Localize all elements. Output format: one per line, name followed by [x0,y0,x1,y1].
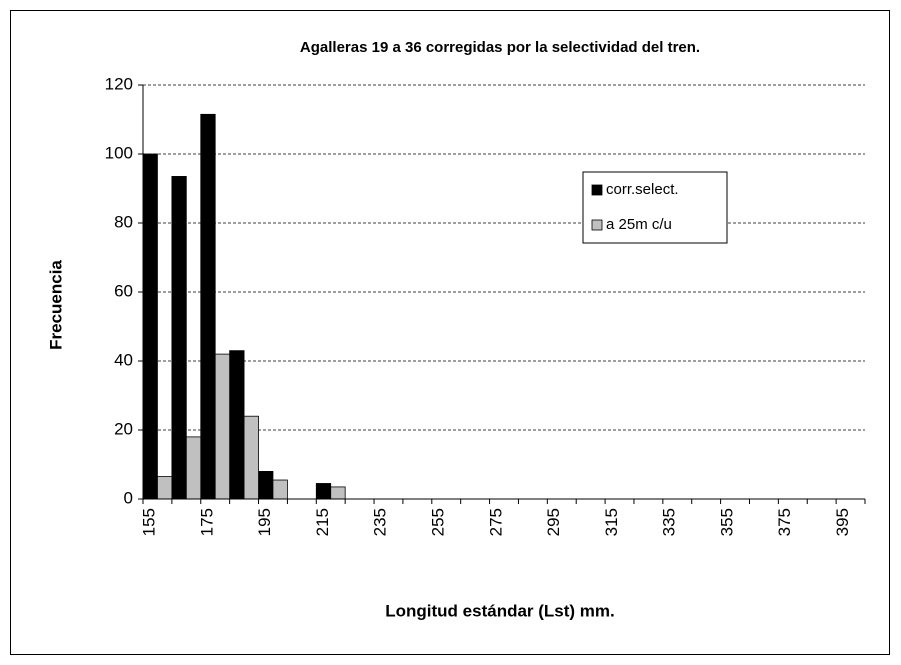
y-tick-label: 40 [114,350,133,369]
bar [185,436,202,500]
x-tick-label: 235 [371,508,390,536]
bar [171,176,187,500]
x-tick-label: 195 [255,508,274,536]
bar [258,470,274,500]
bar [272,479,288,500]
chart-title: Agalleras 19 a 36 corregidas por la sele… [300,39,700,56]
x-tick-label: 395 [833,508,852,536]
y-tick-label: 120 [105,74,133,93]
x-tick-label: 155 [140,508,159,536]
legend-swatch [591,219,603,231]
bar [243,415,259,500]
x-tick-label: 275 [486,508,505,536]
bar [330,486,346,500]
y-axis-label: Frecuencia [46,260,65,350]
x-tick-label: 375 [775,508,794,536]
x-tick-label: 255 [429,508,448,536]
y-tick-label: 60 [114,281,133,300]
x-tick-label: 295 [544,508,563,536]
x-tick-label: 175 [197,508,216,536]
bar [200,113,216,500]
legend-swatch [591,184,603,196]
bar [142,153,158,500]
y-tick-label: 0 [124,488,133,507]
legend-label: a 25m c/u [606,216,672,233]
legend-box [582,171,728,244]
y-tick-label: 80 [114,212,133,231]
bar [229,350,245,500]
x-tick-label: 315 [602,508,621,536]
bar [157,476,173,500]
x-tick-label: 215 [313,508,332,536]
x-tick-label: 335 [660,508,679,536]
x-axis-label: Longitud estándar (Lst) mm. [385,601,615,620]
y-tick-label: 100 [105,143,133,162]
legend-label: corr.select. [606,181,679,198]
y-tick-label: 20 [114,419,133,438]
bar [315,483,332,500]
bar [214,353,231,500]
x-tick-label: 355 [717,508,736,536]
chart-border [10,10,890,655]
